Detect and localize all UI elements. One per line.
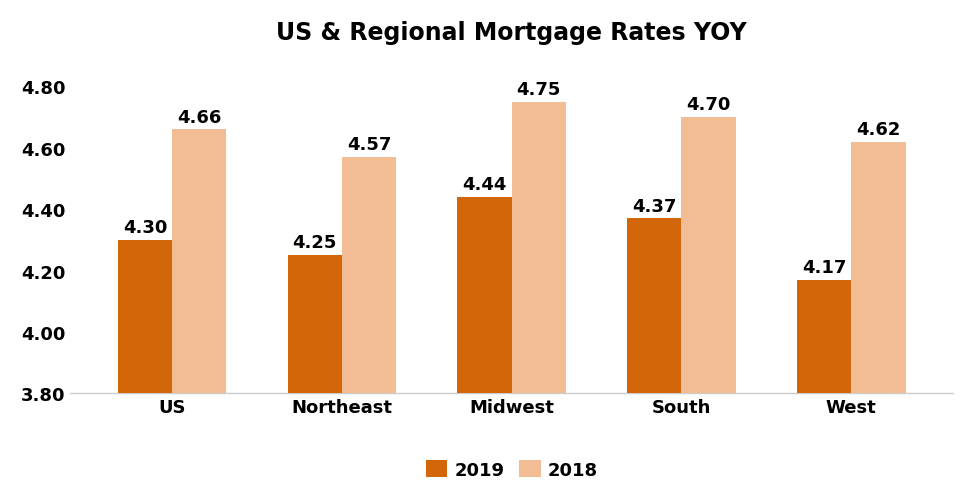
Text: 4.17: 4.17 xyxy=(802,259,846,276)
Text: 4.62: 4.62 xyxy=(856,120,901,139)
Title: US & Regional Mortgage Rates YOY: US & Regional Mortgage Rates YOY xyxy=(277,21,747,45)
Bar xyxy=(287,256,342,480)
Text: 4.57: 4.57 xyxy=(347,136,392,154)
Bar xyxy=(342,157,396,480)
Legend: 2019, 2018: 2019, 2018 xyxy=(418,453,605,480)
Bar xyxy=(118,240,172,480)
Bar xyxy=(851,142,906,480)
Bar xyxy=(682,118,735,480)
Text: 4.37: 4.37 xyxy=(632,197,677,215)
Text: 4.66: 4.66 xyxy=(177,108,221,126)
Text: 4.30: 4.30 xyxy=(123,219,168,237)
Bar xyxy=(172,130,226,480)
Text: 4.25: 4.25 xyxy=(292,234,337,252)
Bar xyxy=(627,219,682,480)
Text: 4.75: 4.75 xyxy=(516,81,561,99)
Text: 4.70: 4.70 xyxy=(687,96,730,114)
Bar xyxy=(797,280,851,480)
Bar xyxy=(458,197,511,480)
Bar xyxy=(511,102,566,480)
Text: 4.44: 4.44 xyxy=(463,176,506,194)
